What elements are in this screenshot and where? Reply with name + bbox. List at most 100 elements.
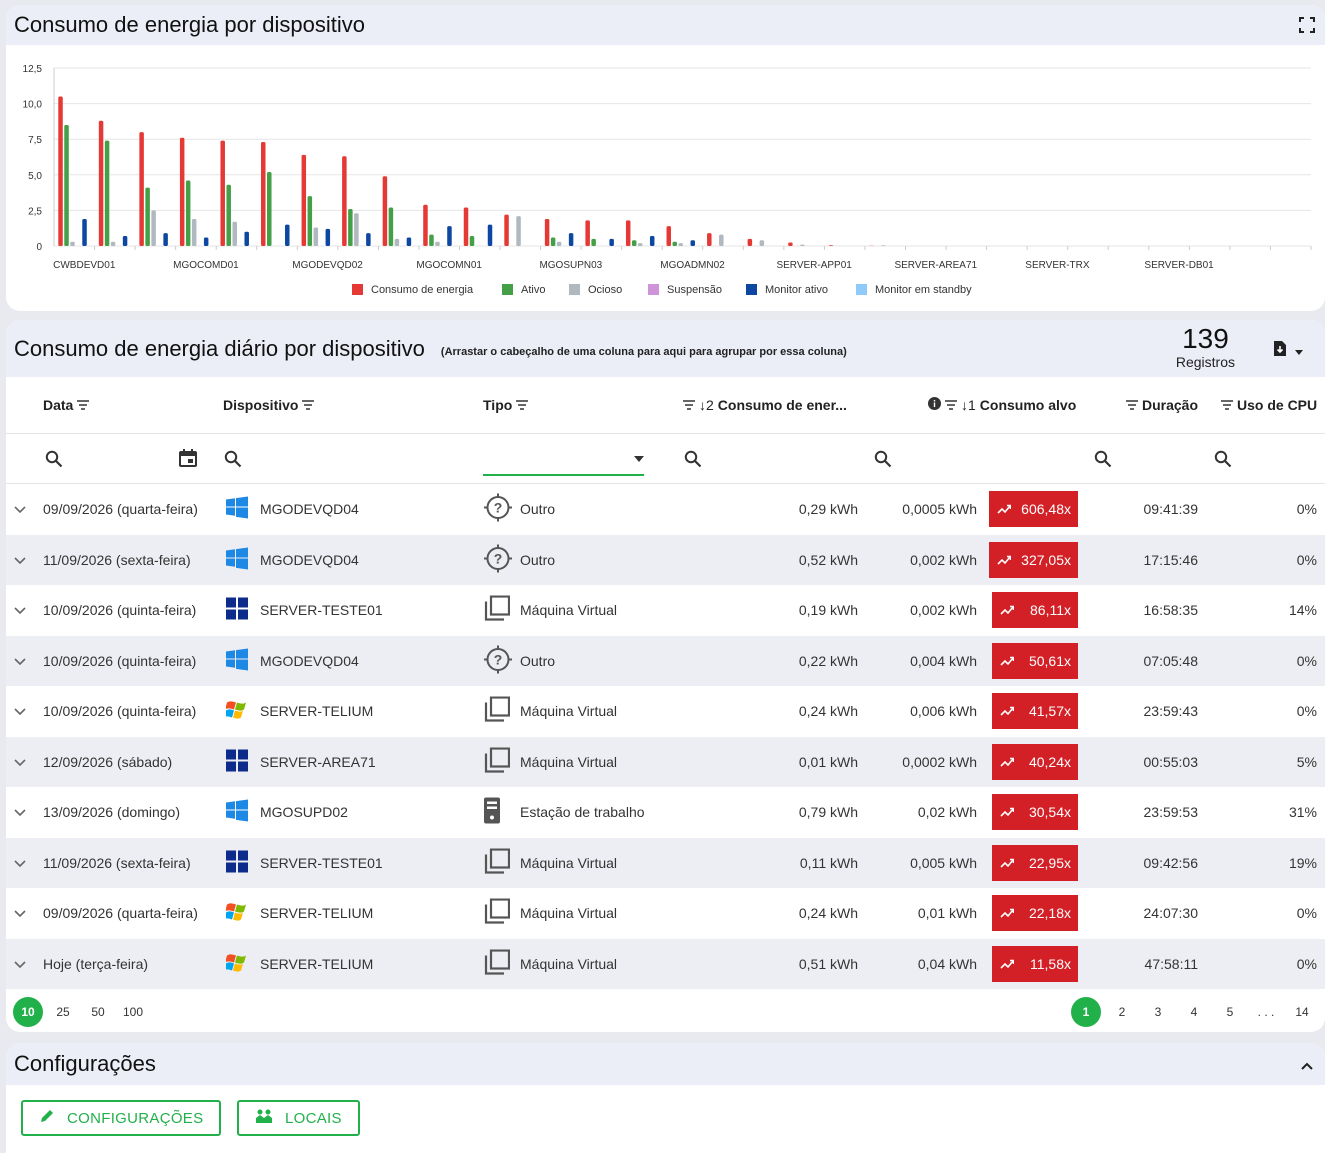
filter-icon[interactable] [302, 397, 315, 413]
windows-server-icon [226, 850, 248, 875]
table-row[interactable]: 13/09/2026 (domingo) MGOSUPD02 Estação de … [6, 787, 1325, 838]
bar-ativo [104, 140, 110, 246]
table-row[interactable]: Hoje (terça-feira) SERVER-TELIUM Máquina V… [6, 938, 1325, 989]
ratio-value: 327,05x [1021, 551, 1071, 568]
col-header-cpu[interactable]: Uso de CPU [1221, 397, 1317, 413]
expand-row-chevron-icon[interactable] [14, 703, 26, 719]
expand-row-chevron-icon[interactable] [14, 754, 26, 770]
svg-text:?: ? [494, 550, 503, 566]
expand-row-chevron-icon[interactable] [14, 552, 26, 568]
filter-icon[interactable] [683, 397, 695, 413]
table-row[interactable]: 10/09/2026 (quinta-feira) SERVER-TESTE01 M… [6, 585, 1325, 636]
table-row[interactable]: 09/09/2026 (quarta-feira) SERVER-TELIUM Má… [6, 888, 1325, 939]
trending-up-icon [1000, 905, 1015, 921]
expand-row-chevron-icon[interactable] [14, 905, 26, 921]
bar-ativo [591, 238, 596, 246]
bar-ocioso [232, 221, 237, 246]
cell-duracao: 07:05:48 [1143, 652, 1199, 669]
trending-up-icon [1000, 703, 1015, 719]
table-row[interactable]: 10/09/2026 (quinta-feira) SERVER-TELIUM Má… [6, 686, 1325, 737]
filter-icon[interactable] [1221, 397, 1233, 413]
virtual-machine-icon [484, 949, 511, 978]
page-size-option[interactable]: 25 [56, 1005, 70, 1019]
legend-swatch [746, 284, 757, 295]
search-icon[interactable] [684, 450, 702, 473]
search-icon[interactable] [874, 450, 892, 473]
expand-row-chevron-icon[interactable] [14, 501, 26, 517]
cell-duracao: 09:42:56 [1143, 854, 1199, 871]
page-button[interactable]: 1 [1071, 997, 1101, 1027]
cell-type: Máquina Virtual [520, 602, 618, 619]
cell-date: 09/09/2026 (quarta-feira) [43, 905, 198, 922]
table-row[interactable]: 11/09/2026 (sexta-feira) SERVER-TESTE01 Má… [6, 837, 1325, 888]
filter-icon[interactable] [77, 397, 90, 413]
export-button[interactable] [1273, 340, 1303, 362]
page-button[interactable]: 4 [1190, 1005, 1198, 1019]
windows-server-icon [226, 597, 248, 623]
bar-ocioso [881, 245, 886, 246]
col-header-tipo[interactable]: Tipo [483, 397, 529, 413]
search-icon[interactable] [1214, 450, 1232, 473]
fullscreen-icon[interactable] [1299, 17, 1315, 33]
table-row[interactable]: 09/09/2026 (quarta-feira) MGODEVQD04? Outr… [6, 484, 1325, 535]
bar-monitor-ativo [649, 236, 655, 246]
search-icon[interactable] [45, 450, 63, 473]
col-header-alvo[interactable]: ↓1 Consumo alvo [928, 397, 1076, 413]
page-button[interactable]: 14 [1295, 1005, 1309, 1019]
x-tick-label: SERVER-DB01 [1144, 260, 1214, 271]
configuracoes-button[interactable]: CONFIGURAÇÕES [21, 1100, 222, 1136]
cell-cpu: 19% [1288, 854, 1317, 871]
calendar-icon[interactable] [178, 448, 198, 473]
bar-monitor-ativo [406, 237, 412, 246]
bar-ocioso [394, 238, 400, 246]
virtual-machine-icon [484, 696, 511, 726]
search-icon[interactable] [1094, 450, 1112, 473]
table-row[interactable]: 12/09/2026 (sábado) SERVER-AREA71 Máquina … [6, 736, 1325, 787]
info-icon[interactable] [928, 397, 941, 413]
chevron-up-icon[interactable] [1301, 1057, 1313, 1075]
page-button[interactable]: 5 [1226, 1005, 1234, 1019]
ratio-badge: 86,11x [992, 592, 1078, 629]
legend-label: Consumo de energia [371, 284, 474, 296]
ratio-badge: 327,05x [989, 541, 1078, 578]
cell-cpu: 0% [1296, 905, 1317, 922]
col-header-duracao[interactable]: Duração [1126, 397, 1198, 413]
settings-panel-header[interactable]: Configurações [6, 1043, 1325, 1085]
expand-row-chevron-icon[interactable] [14, 855, 26, 871]
expand-row-chevron-icon[interactable] [14, 956, 26, 972]
virtual-machine-icon [484, 595, 511, 625]
page-size-option[interactable]: 100 [122, 1005, 144, 1019]
page-size-option[interactable]: 50 [91, 1005, 105, 1019]
bar-consumo-de-energia [301, 154, 307, 246]
col-header-dispositivo[interactable]: Dispositivo [223, 397, 315, 413]
cell-device: SERVER-TELIUM [260, 703, 374, 720]
ratio-value: 30,54x [1028, 804, 1071, 821]
expand-row-chevron-icon[interactable] [14, 602, 26, 618]
tipo-filter-select[interactable] [483, 442, 644, 476]
y-tick-label: 7,5 [28, 135, 42, 146]
configuracoes-button-label: CONFIGURAÇÕES [67, 1109, 204, 1127]
expand-row-chevron-icon[interactable] [14, 653, 26, 669]
cell-device: MGODEVQD04 [260, 501, 359, 518]
filter-icon[interactable] [945, 397, 957, 413]
cell-consumo: 0,29 kWh [798, 501, 858, 518]
trending-up-icon [1000, 754, 1015, 770]
page-button[interactable]: 3 [1154, 1005, 1162, 1019]
cell-consumo: 0,79 kWh [798, 804, 858, 821]
table-row[interactable]: 11/09/2026 (sexta-feira) MGODEVQD04? Outro… [6, 534, 1325, 585]
page-size-option[interactable]: 10 [13, 997, 43, 1027]
filter-icon[interactable] [1126, 397, 1138, 413]
bar-ocioso [678, 243, 683, 246]
ratio-value: 50,61x [1028, 652, 1071, 669]
search-icon[interactable] [224, 450, 242, 473]
ratio-badge: 41,57x [992, 693, 1078, 730]
col-header-consumo[interactable]: ↓2 Consumo de ener... [683, 397, 847, 413]
ratio-badge: 606,48x [989, 491, 1078, 528]
locais-button[interactable]: LOCAIS [237, 1100, 360, 1136]
filter-icon[interactable] [516, 397, 529, 413]
table-row[interactable]: 10/09/2026 (quinta-feira) MGODEVQD04? Outr… [6, 635, 1325, 686]
col-header-data[interactable]: Data [43, 397, 90, 413]
page-button[interactable]: 2 [1118, 1005, 1126, 1019]
expand-row-chevron-icon[interactable] [14, 804, 26, 820]
ratio-value: 86,11x [1030, 602, 1071, 619]
